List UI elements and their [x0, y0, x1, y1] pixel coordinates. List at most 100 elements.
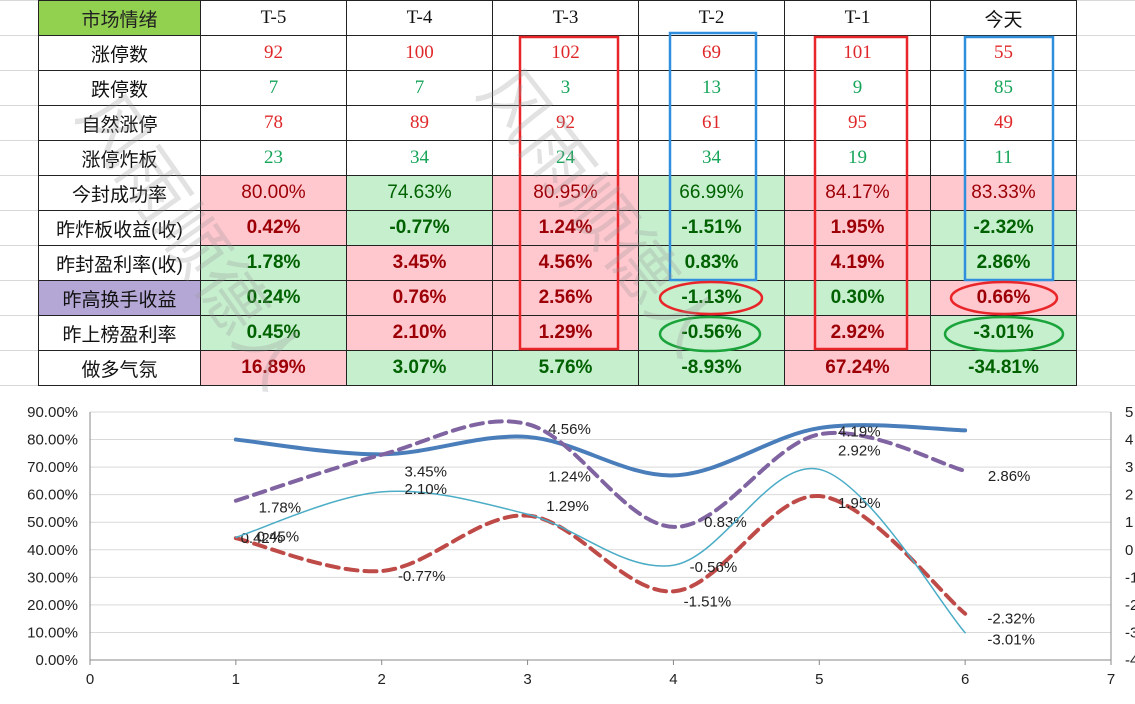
table-cell: 3.45% — [346, 245, 493, 281]
table-cell: 19 — [784, 140, 931, 176]
table-cell: -0.56% — [638, 315, 785, 351]
data-label: 0.42% — [241, 530, 284, 547]
data-label: 2.92% — [838, 442, 881, 459]
x-tick-label: 5 — [815, 671, 823, 688]
row-label: 昨封盈利率(收) — [38, 245, 201, 281]
table-header-label: 市场情绪 — [38, 0, 201, 36]
table-cell: -8.93% — [638, 350, 785, 386]
row-label: 昨高换手收益 — [38, 280, 201, 316]
table-cell: -1.13% — [638, 280, 785, 316]
data-label: 1.29% — [546, 498, 589, 515]
y-left-tick-label: 70.00% — [27, 459, 78, 476]
table-cell: 0.76% — [346, 280, 493, 316]
table-cell: 2.56% — [492, 280, 639, 316]
y-right-tick-label: -2 — [1125, 597, 1135, 614]
table-cell: 0.30% — [784, 280, 931, 316]
column-header: T-4 — [346, 0, 493, 36]
table-row: 做多气氛 16.89% 3.07% 5.76% -8.93% 67.24% -34.81% — [38, 350, 1077, 386]
table-row: 涨停炸板 23 34 24 34 19 11 — [38, 140, 1077, 176]
table-cell: 34 — [346, 140, 493, 176]
table-cell: 80.00% — [200, 175, 347, 211]
table-cell: 5.76% — [492, 350, 639, 386]
x-tick-label: 0 — [86, 671, 94, 688]
table-cell: 2.86% — [930, 245, 1077, 281]
column-header: T-2 — [638, 0, 785, 36]
table-cell: 83.33% — [930, 175, 1077, 211]
table-cell: 9 — [784, 70, 931, 106]
table-cell: 55 — [930, 35, 1077, 71]
row-label: 做多气氛 — [38, 350, 201, 386]
column-header: T-5 — [200, 0, 347, 36]
data-label: -0.56% — [690, 559, 738, 576]
column-header: 今天 — [930, 0, 1077, 36]
table-cell: 74.63% — [346, 175, 493, 211]
table-cell: 7 — [346, 70, 493, 106]
table-cell: 102 — [492, 35, 639, 71]
x-tick-label: 7 — [1107, 671, 1115, 688]
table-cell: 1.29% — [492, 315, 639, 351]
table-cell: 4.19% — [784, 245, 931, 281]
table-cell: 13 — [638, 70, 785, 106]
table-cell: 7 — [200, 70, 347, 106]
table-row: 今封成功率 80.00% 74.63% 80.95% 66.99% 84.17% 83.33… — [38, 175, 1077, 211]
table-cell: 49 — [930, 105, 1077, 141]
table-cell: -34.81% — [930, 350, 1077, 386]
y-right-tick-label: -3 — [1125, 624, 1135, 641]
x-tick-label: 1 — [232, 671, 240, 688]
data-label: 4.56% — [548, 421, 591, 438]
y-right-tick-label: 0 — [1125, 542, 1133, 559]
table-cell: 4.56% — [492, 245, 639, 281]
table-cell: 100 — [346, 35, 493, 71]
data-label: -1.51% — [684, 593, 732, 610]
data-label: 1.95% — [838, 495, 881, 512]
table-cell: 2.10% — [346, 315, 493, 351]
y-left-tick-label: 20.00% — [27, 597, 78, 614]
table-cell: 92 — [200, 35, 347, 71]
y-right-tick-label: -1 — [1125, 569, 1135, 586]
table-cell: 0.83% — [638, 245, 785, 281]
table-row: 跌停数 7 7 3 13 9 85 — [38, 70, 1077, 106]
table-cell: -1.51% — [638, 210, 785, 246]
market-sentiment-table: 市场情绪 T-5 T-4 T-3 T-2 T-1 今天 涨停数 92 100 102 69 101 55 跌… — [38, 0, 1077, 386]
row-label: 涨停炸板 — [38, 140, 201, 176]
table-cell: 0.24% — [200, 280, 347, 316]
y-left-tick-label: 0.00% — [35, 652, 78, 669]
y-right-tick-label: 2 — [1125, 487, 1133, 504]
data-label: 1.24% — [548, 469, 591, 486]
data-label: 1.78% — [259, 500, 302, 517]
y-left-tick-label: 90.00% — [27, 404, 78, 421]
column-header: T-3 — [492, 0, 639, 36]
data-label: -2.32% — [987, 611, 1035, 628]
row-label: 昨炸板收益(收) — [38, 210, 201, 246]
series-line — [233, 494, 968, 616]
table-row: 昨上榜盈利率 0.45% 2.10% 1.29% -0.56% 2.92% -3.01% — [38, 315, 1077, 351]
row-label: 自然涨停 — [38, 105, 201, 141]
y-right-tick-label: 4 — [1125, 432, 1133, 449]
table-cell: -0.77% — [346, 210, 493, 246]
row-label: 跌停数 — [38, 70, 201, 106]
data-label: -3.01% — [987, 632, 1035, 649]
x-tick-label: 6 — [961, 671, 969, 688]
line-chart: 90.00%80.00%70.00%60.00%50.00%40.00%30.0… — [27, 404, 1135, 688]
table-cell: 69 — [638, 35, 785, 71]
table-header-row: 市场情绪 T-5 T-4 T-3 T-2 T-1 今天 — [38, 0, 1077, 36]
table-cell: 80.95% — [492, 175, 639, 211]
data-label: 0.83% — [704, 514, 747, 531]
table-cell: 66.99% — [638, 175, 785, 211]
table-cell: 0.66% — [930, 280, 1077, 316]
table-cell: 1.78% — [200, 245, 347, 281]
series-line — [235, 467, 966, 634]
table-cell: 101 — [784, 35, 931, 71]
y-left-tick-label: 80.00% — [27, 432, 78, 449]
data-label: 3.45% — [404, 464, 447, 481]
table-cell: 67.24% — [784, 350, 931, 386]
table-row: 昨高换手收益 0.24% 0.76% 2.56% -1.13% 0.30% 0.66% — [38, 280, 1077, 316]
table-cell: 0.42% — [200, 210, 347, 246]
y-right-tick-label: 1 — [1125, 514, 1133, 531]
row-label: 昨上榜盈利率 — [38, 315, 201, 351]
table-cell: 0.45% — [200, 315, 347, 351]
data-label: 4.19% — [838, 423, 881, 440]
table-cell: 24 — [492, 140, 639, 176]
x-tick-label: 3 — [523, 671, 531, 688]
table-cell: 3 — [492, 70, 639, 106]
